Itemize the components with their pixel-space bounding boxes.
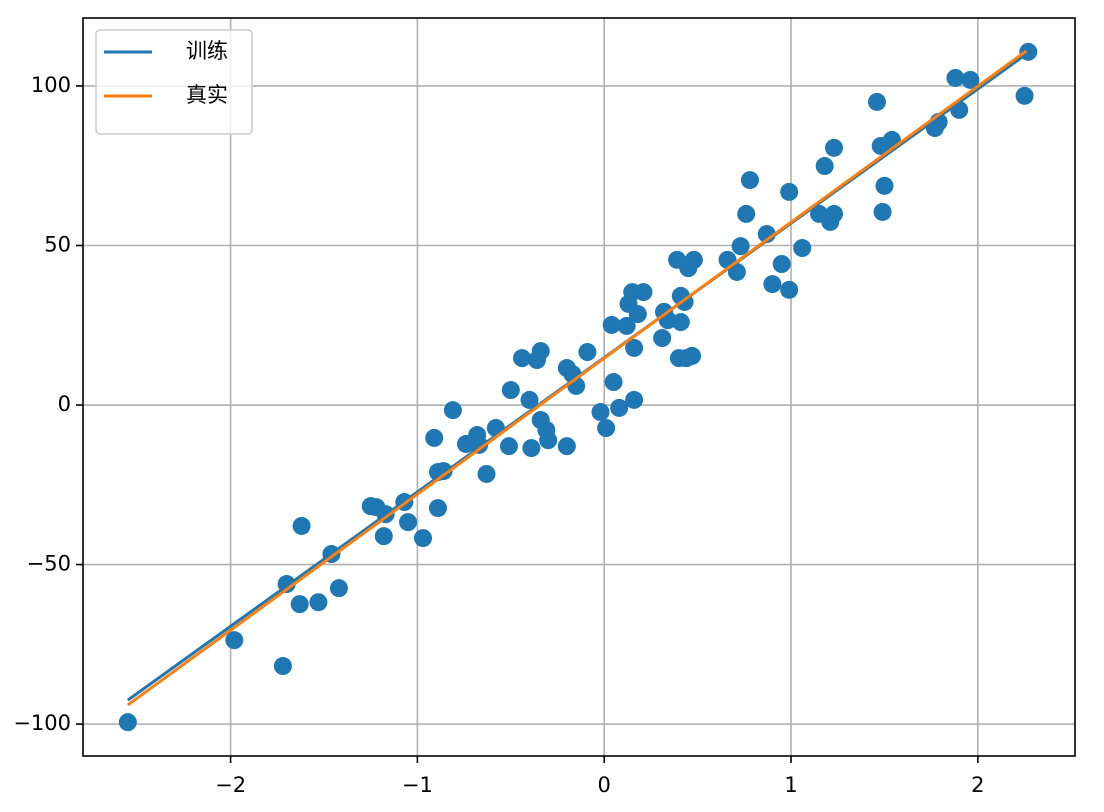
legend-label: 训练 bbox=[186, 39, 228, 63]
scatter-point bbox=[597, 419, 616, 437]
scatter-point bbox=[578, 343, 597, 362]
scatter-point bbox=[727, 262, 746, 281]
scatter-point bbox=[604, 373, 623, 392]
scatter-point bbox=[740, 171, 759, 190]
scatter-point bbox=[815, 157, 834, 176]
scatter-point bbox=[225, 631, 244, 650]
scatter-point bbox=[628, 305, 647, 324]
scatter-point bbox=[617, 316, 636, 335]
scatter-point bbox=[737, 204, 756, 223]
scatter-point bbox=[763, 275, 782, 294]
scatter-point bbox=[683, 346, 702, 365]
scatter-point bbox=[961, 70, 980, 89]
y-tick-label: 50 bbox=[44, 232, 71, 256]
x-tick-label: 2 bbox=[971, 773, 984, 797]
scatter-point bbox=[329, 579, 348, 598]
scatter-point bbox=[273, 657, 292, 676]
scatter-point bbox=[443, 401, 462, 420]
scatter-point bbox=[780, 182, 799, 201]
scatter-point bbox=[118, 713, 137, 732]
scatter-point bbox=[501, 381, 520, 400]
scatter-point bbox=[477, 464, 496, 483]
y-tick-label: 0 bbox=[58, 392, 71, 416]
scatter-point bbox=[873, 202, 892, 221]
scatter-point bbox=[522, 439, 541, 458]
grid bbox=[83, 18, 1075, 756]
y-tick-label: −50 bbox=[27, 552, 71, 576]
scatter-point bbox=[539, 431, 558, 450]
scatter-point bbox=[591, 403, 610, 422]
scatter-point bbox=[290, 595, 309, 614]
legend-box bbox=[95, 29, 253, 135]
scatter-point bbox=[875, 176, 894, 195]
scatter-point bbox=[825, 204, 844, 223]
scatter-point bbox=[780, 280, 799, 299]
scatter-point bbox=[793, 239, 812, 258]
scatter-point bbox=[825, 138, 844, 157]
scatter-point bbox=[946, 68, 965, 87]
scatter-point bbox=[531, 342, 550, 361]
scatter-point bbox=[557, 437, 576, 456]
scatter-point bbox=[653, 329, 672, 348]
x-tick-label: −1 bbox=[402, 773, 433, 797]
scatter-point bbox=[772, 255, 791, 273]
scatter-point bbox=[634, 283, 653, 302]
scatter-point bbox=[309, 593, 328, 612]
y-tick-label: −100 bbox=[13, 711, 71, 735]
scatter-point bbox=[425, 428, 444, 447]
ticks: −2 −1 0 1 2 −100 −50 0 50 100 bbox=[13, 73, 984, 797]
scatter-point bbox=[625, 338, 644, 357]
scatter-point bbox=[292, 516, 311, 535]
scatter-point bbox=[513, 349, 532, 368]
fit-line bbox=[126, 49, 1028, 707]
y-tick-label: 100 bbox=[31, 73, 71, 97]
scatter-point bbox=[602, 315, 621, 334]
scatter-point bbox=[610, 398, 629, 417]
scatter-point bbox=[867, 92, 886, 111]
axes-frame bbox=[82, 17, 1076, 757]
x-tick-label: 1 bbox=[784, 773, 797, 797]
scatter-point bbox=[671, 313, 690, 332]
scatter-point bbox=[625, 390, 644, 409]
x-tick-label: 0 bbox=[598, 773, 611, 797]
x-tick-label: −2 bbox=[215, 773, 246, 797]
scatter-point bbox=[428, 499, 447, 518]
scatter-point bbox=[374, 527, 393, 546]
legend-label: 真实 bbox=[186, 83, 228, 107]
scatter-point bbox=[499, 437, 518, 456]
plot-area bbox=[118, 42, 1038, 732]
scatter-point bbox=[414, 529, 433, 548]
scatter-point bbox=[684, 250, 703, 269]
scatter-point bbox=[1015, 86, 1034, 105]
scatter-point bbox=[399, 513, 418, 532]
scatter-point bbox=[520, 390, 539, 409]
scatter-point bbox=[731, 237, 750, 256]
